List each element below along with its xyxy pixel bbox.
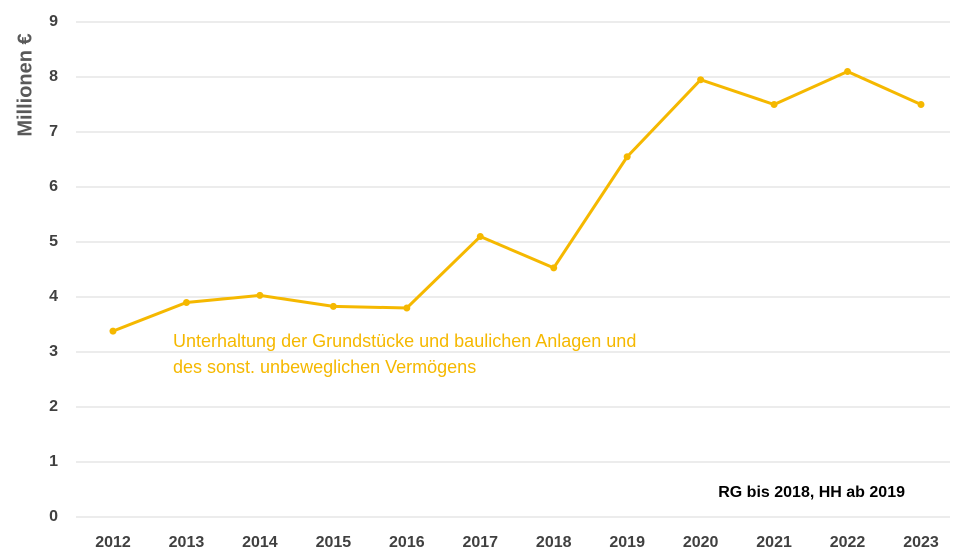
point [109, 327, 117, 335]
x-tick-label: 2022 [830, 534, 866, 551]
y-tick-label: 4 [49, 288, 58, 305]
y-tick-label: 7 [49, 123, 58, 140]
x-tick-label: 2019 [609, 534, 645, 551]
point [770, 101, 778, 108]
y-tick-label: 9 [49, 13, 58, 30]
point [256, 291, 264, 299]
point [697, 76, 705, 84]
x-tick-label: 2023 [903, 534, 939, 551]
point [476, 233, 484, 240]
y-tick-label: 3 [49, 343, 58, 360]
x-tick-label: 2014 [242, 534, 278, 551]
point [403, 304, 411, 312]
y-tick-label: 1 [49, 453, 58, 470]
x-tick-label: 2016 [389, 534, 425, 551]
x-tick-label: 2012 [95, 534, 131, 551]
y-tick-label: 0 [49, 508, 58, 525]
annotation: RG bis 2018, HH ab 2019 [718, 484, 905, 501]
x-tick-label: 2015 [316, 534, 352, 551]
x-tick-label: 2017 [462, 534, 498, 551]
point [623, 153, 631, 161]
x-tick-label: 2020 [683, 534, 719, 551]
y-axis-label: Millionen € [14, 33, 36, 136]
y-tick-label: 2 [49, 398, 58, 415]
line [112, 69, 922, 333]
point [917, 101, 925, 108]
y-tick-label: 6 [49, 178, 58, 195]
point [844, 68, 852, 75]
series-label: Unterhaltung der Grundstücke und baulich… [173, 331, 637, 377]
point [550, 264, 558, 272]
point [182, 299, 190, 306]
y-tick-label: 8 [49, 68, 58, 85]
y-tick-label: 5 [49, 233, 58, 250]
point [329, 302, 337, 310]
x-tick-label: 2013 [169, 534, 205, 551]
x-tick-label: 2018 [536, 534, 572, 551]
x-tick-label: 2021 [756, 534, 792, 551]
